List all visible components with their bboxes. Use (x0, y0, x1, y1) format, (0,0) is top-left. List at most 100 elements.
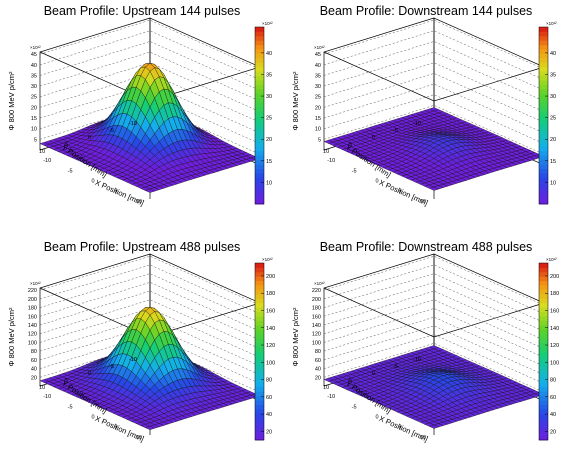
z-tick-label: 45 (31, 52, 37, 58)
colorbar-segment (255, 53, 264, 59)
colorbar-segment (255, 413, 264, 419)
y-tick-label: -10 (413, 357, 421, 363)
z-tick-label: 220 (28, 288, 37, 294)
colorbar-segment (539, 84, 548, 90)
colorbar-tick-label: 15 (550, 159, 556, 165)
surface-cell (428, 186, 440, 191)
z-tick-label: 40 (315, 63, 321, 69)
colorbar-segment (255, 426, 264, 432)
colorbar-tick-label: 120 (550, 343, 559, 349)
z-axis-label: Φ 800 MeV p/cm² (291, 307, 300, 366)
colorbar-segment (255, 159, 264, 165)
colorbar-segment (539, 190, 548, 196)
colorbar-segment (539, 400, 548, 406)
z-multiplier-label: ×10¹² (30, 45, 41, 50)
colorbar-tick-label: 80 (266, 378, 272, 384)
colorbar-segment (539, 422, 548, 428)
colorbar-segment (539, 404, 548, 410)
colorbar-segment (255, 267, 264, 273)
x-tick-label: -10 (43, 158, 51, 164)
z-tick-label: 35 (315, 73, 321, 79)
colorbar-multiplier-label: ×10¹² (546, 21, 557, 26)
colorbar-segment (539, 338, 548, 344)
colorbar-segment (539, 289, 548, 295)
colorbar-segment (255, 111, 264, 116)
z-tick-label: 180 (312, 306, 321, 312)
colorbar-segment (255, 316, 264, 321)
colorbar-tick-label: 140 (550, 326, 559, 332)
y-tick-label: 5 (349, 378, 352, 384)
colorbar-segment (255, 409, 264, 414)
colorbar-segment (255, 84, 264, 90)
z-tick-label: 5 (318, 137, 321, 143)
chart-title: Beam Profile: Upstream 488 pulses (43, 240, 241, 254)
colorbar-segment (255, 133, 264, 139)
x-tick-label: 10 (136, 199, 142, 205)
colorbar-segment (539, 320, 548, 326)
z-axis-label: Φ 800 MeV p/cm² (7, 307, 16, 366)
colorbar-segment (255, 106, 264, 112)
colorbar-segment (539, 347, 548, 352)
colorbar-multiplier-label: ×10¹² (262, 257, 273, 262)
colorbar-segment (539, 106, 548, 112)
colorbar-frame (538, 26, 549, 205)
colorbar-segment (255, 27, 264, 32)
colorbar-segment (539, 285, 548, 290)
y-tick-label: 0 (372, 135, 375, 141)
colorbar-segment (255, 338, 264, 344)
colorbar: ×10¹² 20 40 60 80 100 120 140 160 180 200 (538, 257, 559, 441)
colorbar-segment (539, 298, 548, 304)
colorbar-segment (539, 431, 548, 436)
colorbar-tick-label: 100 (550, 360, 559, 366)
colorbar-segment (255, 391, 264, 397)
colorbar-segment (255, 102, 264, 108)
colorbar-segment (539, 413, 548, 419)
colorbar-tick-label: 20 (550, 429, 556, 435)
colorbar-segment (539, 329, 548, 335)
colorbar-tick-label: 160 (266, 308, 275, 314)
colorbar-segment (255, 285, 264, 290)
colorbar-segment (539, 342, 548, 348)
z-tick-label: 15 (31, 116, 37, 122)
x-tick-label: 0 (375, 179, 378, 185)
colorbar-segment (539, 102, 548, 108)
colorbar-segment (255, 342, 264, 348)
colorbar-segment (255, 190, 264, 196)
colorbar-segment (539, 71, 548, 77)
surface (323, 345, 545, 429)
colorbar-segment (539, 35, 548, 41)
colorbar-segment (539, 137, 548, 143)
colorbar-segment (539, 395, 548, 401)
chart-panel-upstream-488: Beam Profile: Upstream 488 pulses 20 40 60… (0, 236, 284, 471)
colorbar-tick-label: 35 (266, 72, 272, 78)
colorbar-tick-label: 40 (266, 412, 272, 418)
colorbar-segment (255, 276, 264, 282)
colorbar-segment (255, 66, 264, 72)
chart-panel-upstream-144: Beam Profile: Upstream 144 pulses 5 10 15 2… (0, 0, 284, 235)
z-tick-label: 5 (34, 137, 37, 143)
z-tick-label: 120 (28, 332, 37, 338)
colorbar-segment (539, 276, 548, 282)
colorbar-segment (255, 302, 264, 308)
colorbar-segment (539, 124, 548, 130)
colorbar-segment (539, 177, 548, 183)
y-tick-label: 10 (39, 149, 45, 155)
colorbar-segment (255, 369, 264, 375)
y-tick-label: 5 (65, 142, 68, 148)
colorbar-segment (539, 31, 548, 37)
x-tick-label: -10 (43, 394, 51, 400)
colorbar-frame (254, 262, 265, 441)
colorbar-segment (255, 320, 264, 326)
colorbar-segment (255, 146, 264, 152)
colorbar-segment (539, 146, 548, 152)
colorbar-segment (539, 364, 548, 370)
chart-panel-downstream-488: Beam Profile: Downstream 488 pulses 20 40… (284, 236, 568, 471)
colorbar-segment (255, 186, 264, 192)
x-tick-label: -5 (352, 168, 357, 174)
colorbar-segment (539, 27, 548, 32)
colorbar-segment (539, 88, 548, 94)
z-axis-label: Φ 800 MeV p/cm² (7, 71, 16, 130)
